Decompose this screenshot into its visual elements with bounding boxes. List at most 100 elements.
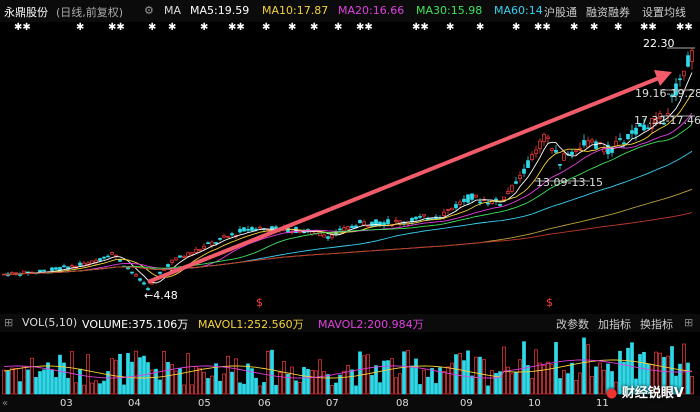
volume-bar: [126, 353, 130, 395]
candle: [42, 269, 46, 272]
trend-arrow: [147, 74, 665, 284]
volume-bar: [506, 366, 510, 395]
candle: [318, 232, 322, 237]
volume-bar: [34, 377, 38, 395]
candle: [342, 227, 346, 232]
candle: [166, 264, 170, 267]
candle: [458, 201, 462, 205]
volume-bar: [38, 371, 42, 395]
high-label: 22.30: [643, 37, 675, 50]
candle: [78, 262, 82, 266]
volume-bar: [510, 373, 514, 395]
candle: [522, 168, 526, 174]
volume-bar: [582, 337, 586, 395]
volume-bar: [642, 351, 646, 395]
volume-bar: [590, 376, 594, 395]
volume-bar: [678, 363, 682, 395]
volume-bar: [470, 375, 474, 395]
volume-bar: [82, 384, 86, 395]
candle: [450, 207, 454, 211]
volume-bar: [186, 353, 190, 395]
candle: [578, 147, 582, 150]
month-10: 10: [528, 398, 541, 409]
volume-bar: [478, 356, 482, 395]
volume-bar: [306, 368, 310, 395]
candle: [658, 113, 662, 119]
switch-indicator-button[interactable]: 换指标: [640, 318, 673, 331]
volume-panel-toggle[interactable]: ⊞: [4, 316, 14, 329]
volume-chart: [2, 337, 694, 395]
volume-bar: [162, 351, 166, 395]
candle: [102, 256, 106, 259]
candle: [218, 238, 222, 240]
candle: [670, 94, 674, 98]
tab-margin[interactable]: 融资融券: [586, 6, 630, 19]
month-06: 06: [258, 398, 271, 409]
ma10-line: [3, 92, 693, 278]
volume-bar: [438, 367, 442, 395]
candle: [686, 55, 690, 67]
edit-params-button[interactable]: 改参数: [556, 318, 589, 331]
volume-bar: [378, 382, 382, 395]
candle: [350, 225, 354, 229]
expand-icon[interactable]: ⊞: [684, 316, 694, 329]
volume-bar: [114, 359, 118, 395]
volume-bar: [422, 369, 426, 395]
gear-icon[interactable]: ⚙: [144, 4, 154, 17]
volume-bar: [374, 365, 378, 395]
candle: [190, 252, 194, 255]
volume-bar: [98, 383, 102, 395]
stock-name[interactable]: 永鼎股份: [4, 6, 48, 19]
volume-bar: [202, 371, 206, 395]
volume-bar: [10, 367, 14, 395]
price-chart[interactable]: [0, 0, 700, 314]
volume-bar: [450, 362, 454, 395]
volume-bar: [426, 376, 430, 395]
volume-bar: [2, 369, 6, 395]
candle: [654, 118, 658, 124]
volume-bar: [586, 344, 590, 395]
candle: [246, 228, 250, 231]
volume-bar: [314, 370, 318, 395]
volume-bar: [594, 366, 598, 395]
volume-bar: [294, 380, 298, 395]
volume-bar: [182, 384, 186, 395]
candle: [158, 271, 162, 274]
volume-bar: [50, 369, 54, 395]
candle: [18, 274, 22, 276]
volume-bar: [310, 370, 314, 395]
volume-bar: [350, 369, 354, 395]
volume-bar: [22, 365, 26, 395]
volume-bar: [418, 384, 422, 395]
candle: [206, 242, 210, 245]
volume-bar: [14, 368, 18, 395]
tab-hugutong[interactable]: 沪股通: [544, 6, 577, 19]
volume-bar: [442, 371, 446, 395]
volume-bar: [482, 359, 486, 395]
candle: [646, 127, 650, 130]
candle: [126, 267, 130, 270]
scroll-left-button[interactable]: «: [2, 398, 9, 409]
candle: [682, 70, 686, 77]
volume-bar: [178, 368, 182, 395]
candle: [174, 257, 178, 261]
volume-bar: [346, 365, 350, 395]
candle: [470, 193, 474, 200]
volume-bar: [234, 358, 238, 395]
month-08: 08: [396, 398, 409, 409]
volume-bar: [358, 351, 362, 395]
candle: [226, 235, 230, 238]
volume-bar: [410, 365, 414, 395]
volume-bar: [42, 369, 46, 395]
volume-bar: [610, 371, 614, 395]
candle: [630, 130, 634, 134]
tab-set-ma[interactable]: 设置均线: [642, 6, 686, 19]
add-indicator-button[interactable]: 加指标: [598, 318, 631, 331]
candle: [138, 278, 142, 281]
candle: [202, 245, 206, 249]
candle: [362, 221, 366, 226]
volume-bar: [514, 371, 518, 395]
volume-bar: [266, 351, 270, 395]
candle: [250, 227, 254, 231]
volume-bar: [170, 364, 174, 395]
